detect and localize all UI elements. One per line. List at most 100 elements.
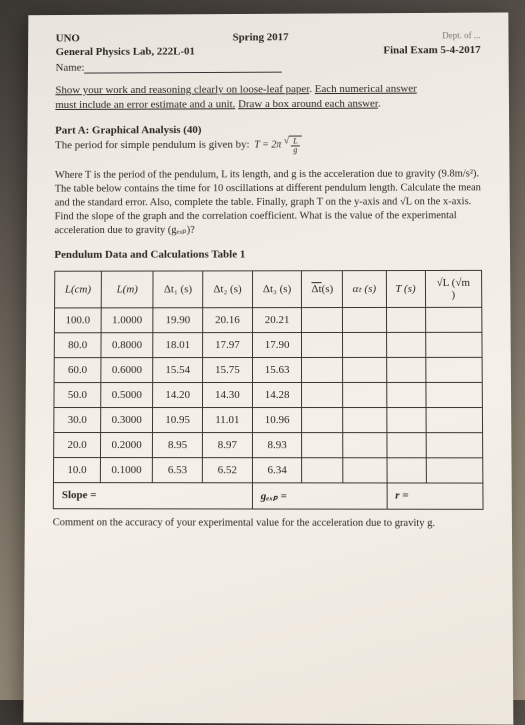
col-lcm: L(cm) (55, 271, 102, 308)
exam-paper: UNO Spring 2017 Dept. of ... General Phy… (23, 12, 513, 724)
cell-empty (343, 457, 386, 482)
equation: T = 2π √Lg (254, 135, 301, 154)
cell: 10.0 (53, 457, 100, 482)
cell: 18.01 (153, 332, 203, 357)
cell-empty (426, 457, 483, 482)
cell-empty (302, 407, 343, 432)
instructions: Show your work and reasoning clearly on … (55, 82, 481, 113)
cell: 20.21 (252, 307, 302, 332)
cell-empty (425, 382, 482, 407)
part-a: Part A: Graphical Analysis (40) The peri… (55, 123, 481, 155)
table-body: 100.01.000019.9020.1620.2180.00.800018.0… (53, 307, 482, 483)
name-blank (84, 72, 282, 74)
sqrt-icon: √Lg (284, 135, 302, 154)
cell-empty (343, 332, 386, 357)
col-alpha: αₜ (s) (343, 270, 386, 307)
cell-empty (426, 432, 483, 457)
cell: 60.0 (54, 357, 101, 382)
cell-empty (386, 357, 425, 382)
inst-2a: must include an error estimate and a uni… (55, 98, 235, 111)
cell-empty (302, 332, 343, 357)
cell: 0.5000 (101, 382, 153, 407)
slope-cell: Slope = (53, 482, 252, 508)
cell-empty (343, 382, 386, 407)
cell: 15.75 (203, 357, 253, 382)
semester: Spring 2017 (233, 31, 289, 43)
inst-2c: Draw a box around each answer (238, 98, 378, 110)
inst-2d: . (378, 98, 381, 110)
data-table: L(cm) L(m) Δt₁ (s) Δt₂ (s) Δt₃ (s) Δt(s)… (53, 269, 484, 509)
inst-1a: Show your work and reasoning clearly on … (55, 83, 309, 96)
cell-empty (425, 332, 482, 357)
comment-line: Comment on the accuracy of your experime… (53, 517, 484, 529)
cell: 0.2000 (100, 432, 152, 457)
cell-empty (302, 307, 343, 332)
cell-empty (343, 407, 386, 432)
eq-lhs: T = 2π (254, 139, 281, 150)
cell: 50.0 (54, 382, 101, 407)
table-row: 80.00.800018.0117.9717.90 (54, 332, 482, 357)
eq-den: g (293, 146, 297, 154)
name-line: Name: (56, 60, 481, 74)
header-row-1: UNO Spring 2017 Dept. of ... (56, 30, 481, 44)
col-sqrtL: √L (√m) (425, 270, 482, 307)
cell: 17.97 (203, 332, 253, 357)
cell: 20.16 (203, 307, 253, 332)
table-row: 60.00.600015.5415.7515.63 (54, 357, 482, 382)
gexp-cell: gₑₓₚ = (252, 482, 387, 508)
r-cell: r = (387, 483, 483, 509)
cell-empty (302, 432, 343, 457)
cell: 19.90 (153, 307, 203, 332)
table-header-row: L(cm) L(m) Δt₁ (s) Δt₂ (s) Δt₃ (s) Δt(s)… (55, 270, 482, 308)
cell-empty (386, 407, 425, 432)
col-dt3: Δt₃ (s) (252, 270, 302, 307)
cell-empty (386, 332, 425, 357)
cell: 14.28 (252, 382, 302, 407)
cell: 0.1000 (100, 457, 152, 482)
cell: 0.3000 (101, 407, 153, 432)
cell: 14.30 (202, 382, 252, 407)
table-row: 100.01.000019.9020.1620.21 (54, 307, 482, 332)
name-label: Name: (56, 62, 85, 74)
part-a-title: Part A: Graphical Analysis (40) (55, 124, 201, 136)
cell: 8.93 (252, 432, 302, 457)
cell-empty (386, 307, 425, 332)
col-dt2: Δt₂ (s) (203, 270, 253, 307)
cell-empty (302, 357, 343, 382)
cell: 30.0 (54, 407, 101, 432)
col-lm: L(m) (101, 271, 153, 308)
cell: 1.0000 (101, 307, 153, 332)
cell: 8.97 (202, 432, 252, 457)
cell: 10.96 (252, 407, 302, 432)
cell-empty (343, 307, 386, 332)
table-row: 10.00.10006.536.526.34 (53, 457, 482, 483)
cell-empty (302, 382, 343, 407)
body-text: Where T is the period of the pendulum, L… (54, 167, 481, 238)
cell: 10.95 (153, 407, 203, 432)
cell-empty (302, 457, 343, 482)
cell-empty (386, 432, 425, 457)
cell-empty (425, 357, 482, 382)
cell-empty (343, 432, 386, 457)
cell-empty (425, 307, 482, 332)
cell-empty (343, 357, 386, 382)
col-dtbar: Δt(s) (302, 270, 343, 307)
cell: 15.54 (153, 357, 203, 382)
exam-label: Final Exam 5-4-2017 (383, 44, 480, 56)
table-row: 20.00.20008.958.978.93 (54, 432, 483, 457)
course-label: General Physics Lab, 222L-01 (56, 46, 195, 58)
part-a-line: The period for simple pendulum is given … (55, 138, 250, 151)
header-row-2: General Physics Lab, 222L-01 Final Exam … (56, 44, 481, 58)
cell: 6.53 (153, 457, 203, 482)
cell: 11.01 (202, 407, 252, 432)
school-name: UNO (56, 32, 80, 44)
cell: 100.0 (54, 307, 101, 332)
cell-empty (426, 407, 483, 432)
table-title: Pendulum Data and Calculations Table 1 (54, 248, 482, 261)
cell: 8.95 (153, 432, 203, 457)
cell: 0.8000 (101, 332, 153, 357)
cell: 14.20 (153, 382, 203, 407)
cell-empty (386, 382, 425, 407)
cell: 15.63 (252, 357, 302, 382)
col-T: T (s) (386, 270, 425, 307)
